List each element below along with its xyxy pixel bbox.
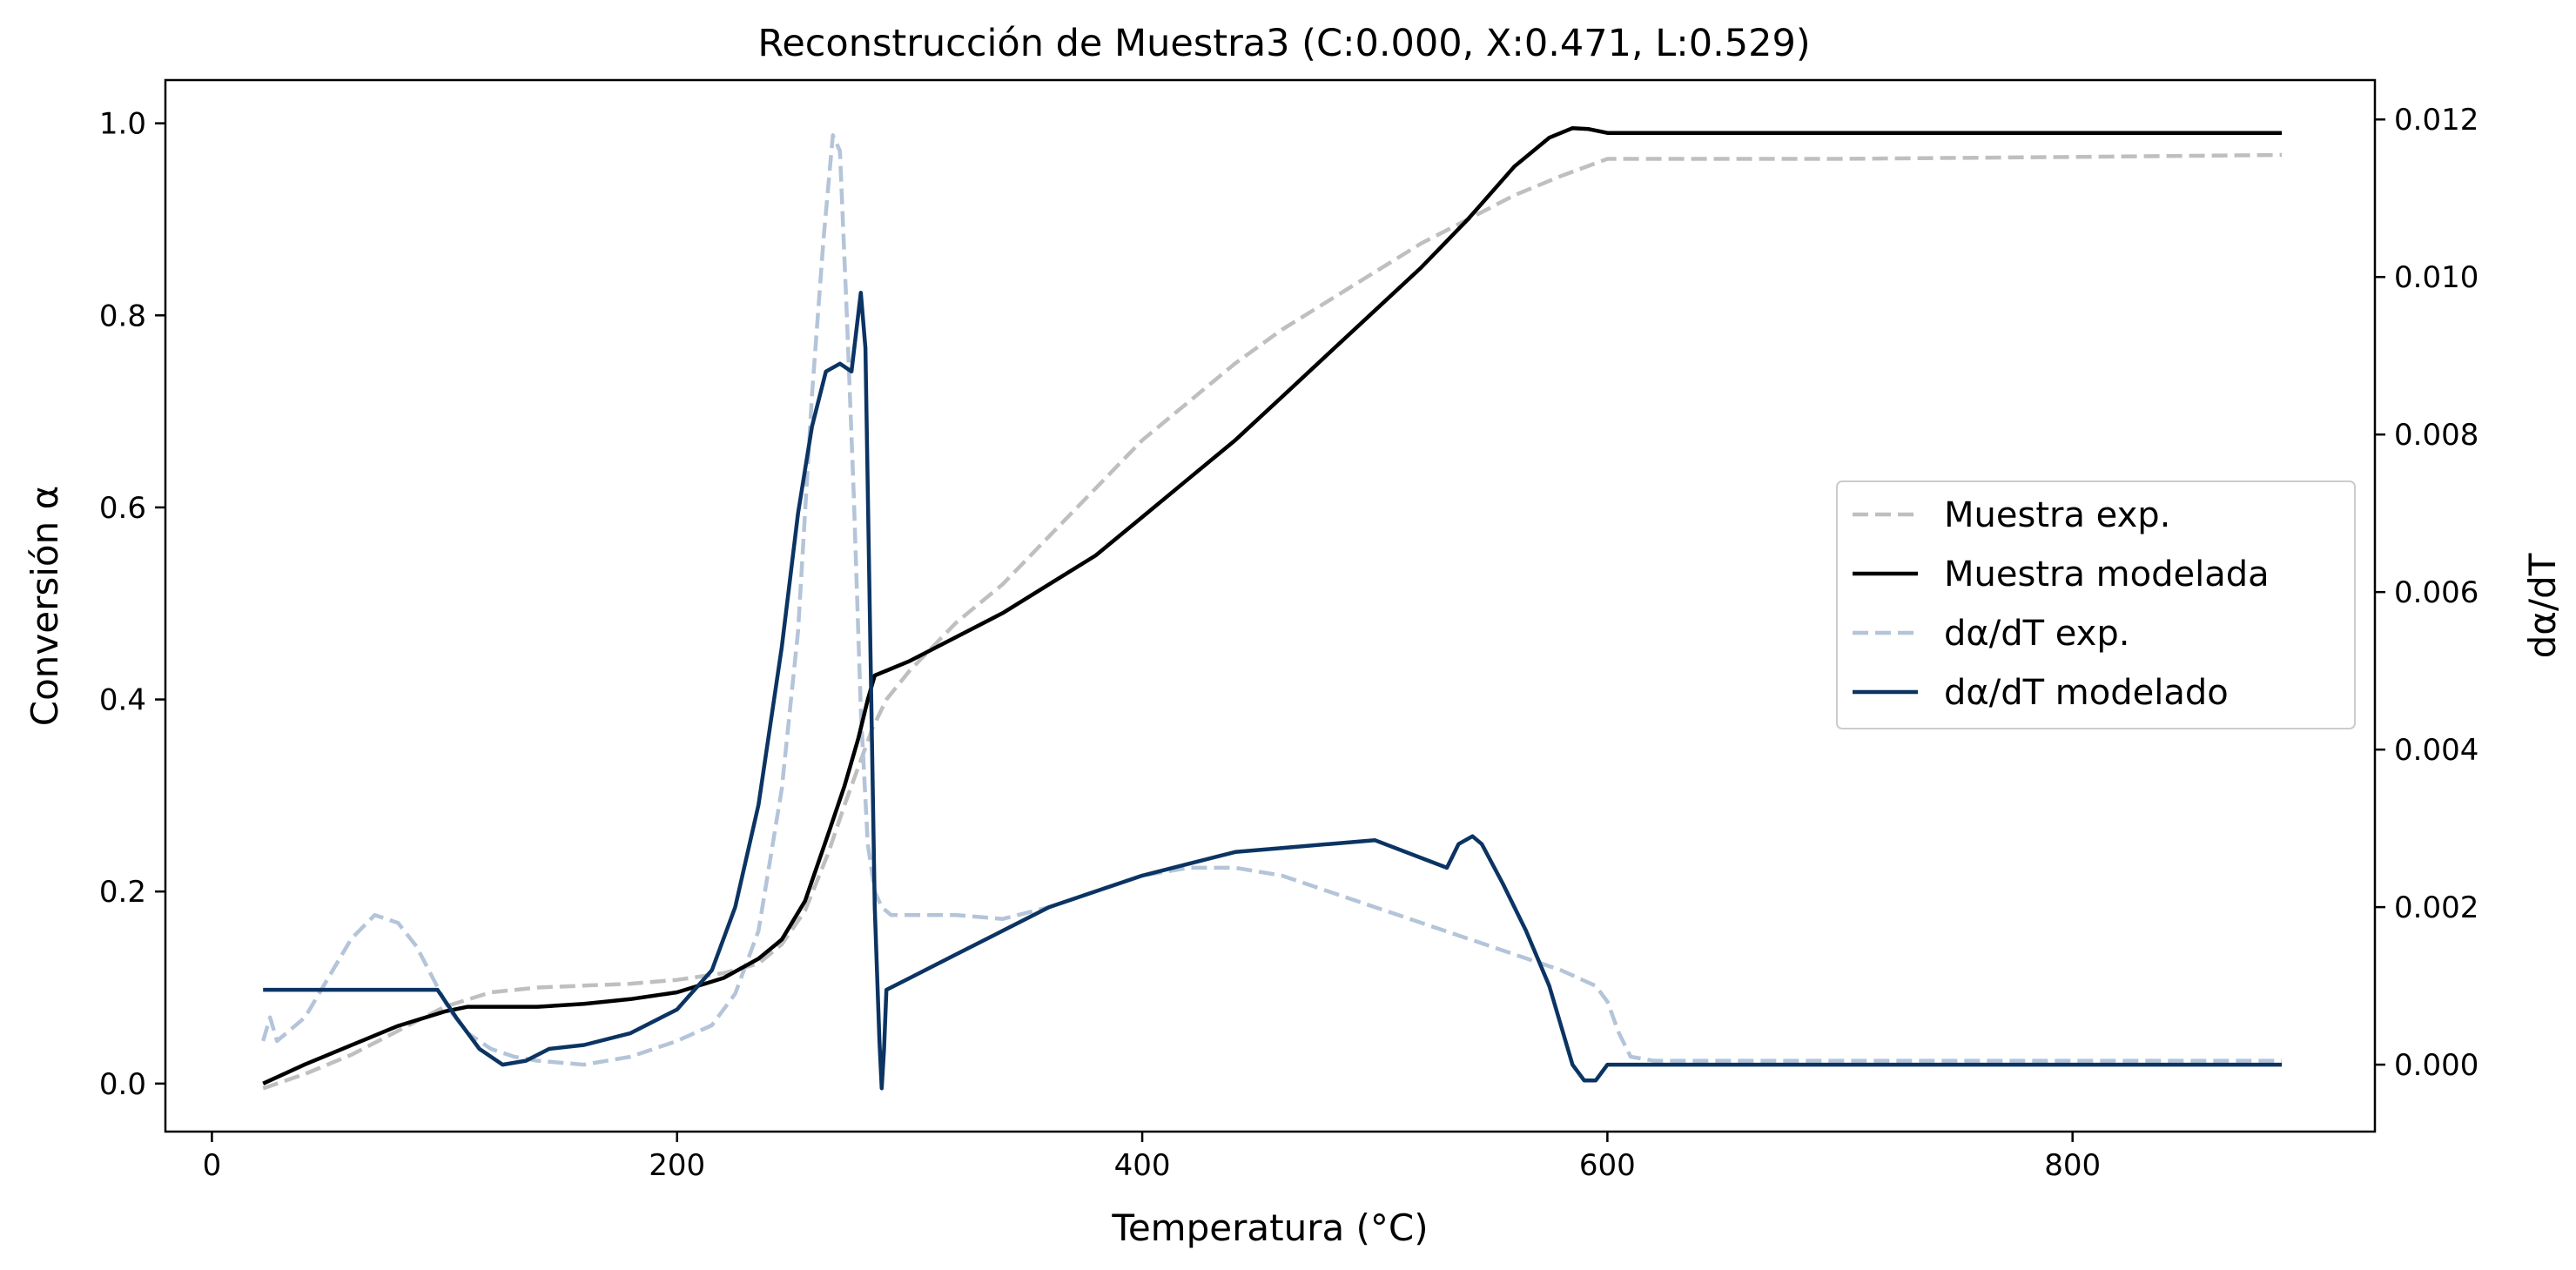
x-axis-label: Temperatura (°C) [1111, 1206, 1428, 1249]
series-line-3 [261, 133, 2283, 1067]
legend-box [1836, 480, 2356, 729]
y2-axis-ticks: 0.000 0.002 0.004 0.006 0.008 0.010 0.012 [2375, 103, 2478, 1083]
y2-axis-label: dα/dT [2521, 553, 2564, 658]
y-tick-label: 0.8 [99, 299, 146, 333]
series-line-4 [263, 291, 2283, 1091]
series-layer [261, 125, 2283, 1091]
x-tick-label: 200 [649, 1148, 705, 1183]
y-tick-label: 1.0 [99, 107, 146, 142]
y2-tick-label: 0.010 [2394, 260, 2478, 295]
y-axis-label: Conversión α [24, 486, 66, 727]
legend-label-4: dα/dT modelado [1944, 673, 2229, 713]
x-tick-label: 800 [2044, 1148, 2101, 1183]
y2-tick-label: 0.006 [2394, 575, 2478, 610]
y2-tick-label: 0.012 [2394, 103, 2478, 138]
x-axis-ticks: 0 200 400 600 800 [203, 1132, 2101, 1183]
plot-frame [164, 78, 2377, 1133]
y-axis-ticks: 0.0 0.2 0.4 0.6 0.8 1.0 [99, 107, 165, 1102]
y-tick-label: 0.2 [99, 875, 146, 910]
legend-label-2: Muestra modelada [1944, 554, 2270, 595]
y2-tick-label: 0.004 [2394, 733, 2478, 768]
y2-tick-label: 0.002 [2394, 890, 2478, 925]
y-tick-label: 0.0 [99, 1067, 146, 1102]
legend-label-3: dα/dT exp. [1944, 614, 2129, 654]
y-tick-label: 0.6 [99, 491, 146, 526]
x-tick-label: 400 [1114, 1148, 1171, 1183]
series-line-1 [262, 152, 2283, 1091]
x-tick-label: 0 [203, 1148, 222, 1183]
legend: Muestra exp. Muestra modelada dα/dT exp. dα… [1836, 480, 2356, 729]
legend-label-1: Muestra exp. [1944, 495, 2170, 535]
chart-title: Reconstrucción de Muestra3 (C:0.000, X:0… [757, 22, 1810, 65]
x-tick-label: 600 [1579, 1148, 1636, 1183]
y-tick-label: 0.4 [99, 683, 146, 718]
y2-tick-label: 0.008 [2394, 418, 2478, 453]
series-line-2 [262, 125, 2283, 1085]
y2-tick-label: 0.000 [2394, 1048, 2478, 1083]
